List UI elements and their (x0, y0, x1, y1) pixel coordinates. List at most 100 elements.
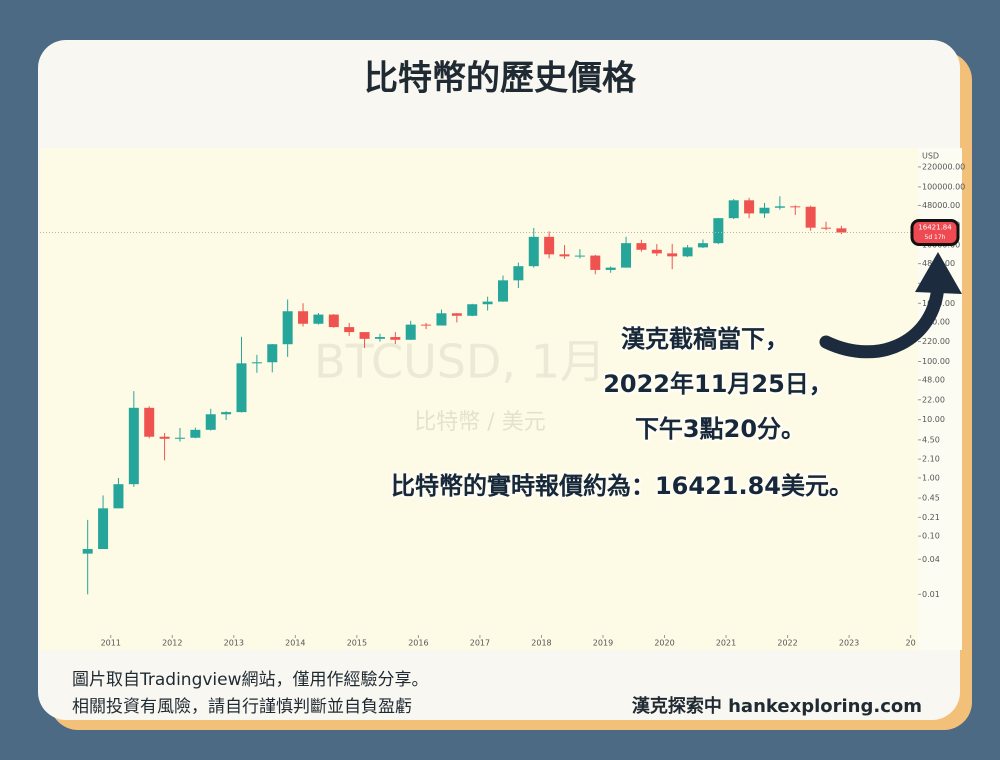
y-tick-label: 480.00 (922, 317, 950, 326)
candle-body (451, 313, 462, 316)
x-tick-label: 2016 (408, 639, 428, 648)
x-tick-label: 2022 (777, 639, 797, 648)
candle-body (559, 254, 570, 257)
brand: 漢克探索中 hankexploring.com (632, 695, 922, 717)
y-tick-label: 48000.00 (922, 201, 960, 210)
candle-body (328, 314, 339, 328)
watermark: BTCUSD, 1月 (314, 335, 606, 389)
x-tick-label: 2015 (347, 639, 367, 648)
candle-body (821, 227, 832, 229)
candle-body (744, 200, 755, 214)
candle-body (421, 324, 432, 326)
x-tick-label: 2013 (224, 639, 244, 648)
candle-body (636, 243, 647, 250)
footer-note: 相關投資有風險，請自行謹慎判斷並自負盈虧 (72, 697, 412, 717)
y-tick-label: 0.01 (922, 590, 940, 599)
y-tick-label: 0.45 (922, 494, 940, 503)
candle-body (282, 311, 293, 345)
arrow (819, 278, 945, 359)
candle-body (513, 266, 524, 281)
candle-body (574, 255, 585, 257)
candle-body (298, 311, 309, 324)
annotation: 漢克截稿當下， 2022年11月25日， 下午3點20分。 比特幣的實時報價約為… (388, 252, 962, 503)
candle-body (236, 363, 247, 413)
candle-body (790, 206, 801, 208)
candle-body (728, 200, 739, 219)
y-tick-label: 1.00 (922, 473, 940, 482)
x-tick-label: 2021 (716, 639, 736, 648)
y-tick-label: 22.00 (922, 395, 945, 404)
y-tick-label: 100.00 (922, 357, 950, 366)
x-tick-label: 20 (906, 639, 916, 648)
x-tick-label: 2023 (839, 639, 859, 648)
candle-body (128, 407, 139, 485)
y-tick-label: 4.50 (922, 435, 940, 444)
x-tick-label: 2011 (101, 639, 121, 648)
candle-body (713, 218, 724, 244)
candle-body (190, 429, 201, 438)
candle-body (544, 236, 555, 255)
annotation-line: 下午3點20分。 (635, 415, 805, 443)
last-price-box (910, 219, 960, 247)
last-price-label: 16421.84 (918, 224, 952, 232)
candle-body (267, 344, 278, 363)
x-tick-label: 2019 (593, 639, 613, 648)
y-tick-label: 2.10 (922, 455, 940, 464)
candle-body (359, 332, 370, 339)
y-tick-label: 0.10 (922, 532, 940, 541)
countdown-label: 5d 17h (925, 234, 946, 241)
candle-body (667, 253, 678, 257)
annotation-line: 比特幣的實時報價約為：16421.84美元。 (391, 472, 853, 500)
candle-body (113, 484, 124, 509)
x-tick-label: 2018 (531, 639, 551, 648)
candle-body (651, 249, 662, 254)
chart-area (40, 148, 962, 650)
candle-body (251, 362, 262, 364)
candle-body (174, 437, 185, 439)
candle-body (159, 436, 170, 439)
y-unit: USD (922, 152, 939, 161)
y-tick-label: 100000.00 (922, 182, 965, 191)
y-tick-label: 0.04 (922, 555, 940, 564)
candle-body (482, 301, 493, 305)
candle-body (144, 407, 155, 437)
annotation-line: 2022年11月25日， (603, 370, 833, 398)
annotation-line: 漢克截稿當下， (621, 325, 789, 353)
y-tick-label: 48.00 (922, 376, 945, 385)
candle-body (313, 314, 324, 324)
candle-body (98, 508, 109, 550)
candle-body (605, 267, 616, 270)
candle-body (436, 313, 447, 326)
x-tick-label: 2020 (654, 639, 674, 648)
candle-body (390, 337, 401, 340)
candle-body (759, 207, 770, 214)
candle-body (82, 549, 93, 554)
candle-body (805, 206, 816, 228)
candle-body (590, 255, 601, 270)
x-tick-label: 2017 (470, 639, 490, 648)
y-tick-label: 220000.00 (922, 162, 965, 171)
candle-body (682, 247, 693, 257)
candle-body (344, 327, 355, 333)
candle-body (528, 236, 539, 267)
arrow-head (915, 252, 962, 294)
candle-body (497, 280, 508, 302)
y-tick-label: 0.21 (922, 513, 940, 522)
y-tick-label: 220.00 (922, 337, 950, 346)
x-tick-label: 2012 (162, 639, 182, 648)
x-tick-label: 2014 (285, 639, 305, 648)
candle-body (221, 412, 232, 415)
candle-body (205, 414, 216, 430)
candle-body (697, 243, 708, 248)
candle-body (405, 324, 416, 340)
candle-body (621, 243, 632, 268)
title: 比特幣的歷史價格 (364, 59, 637, 99)
footer-note: 圖片取自Tradingview網站，僅用作經驗分享。 (72, 670, 429, 690)
candle-body (836, 228, 847, 233)
watermark-subtitle: 比特幣 / 美元 (414, 410, 545, 435)
candle-body (774, 206, 785, 208)
candle-body (467, 304, 478, 316)
y-tick-label: 10.00 (922, 415, 945, 424)
